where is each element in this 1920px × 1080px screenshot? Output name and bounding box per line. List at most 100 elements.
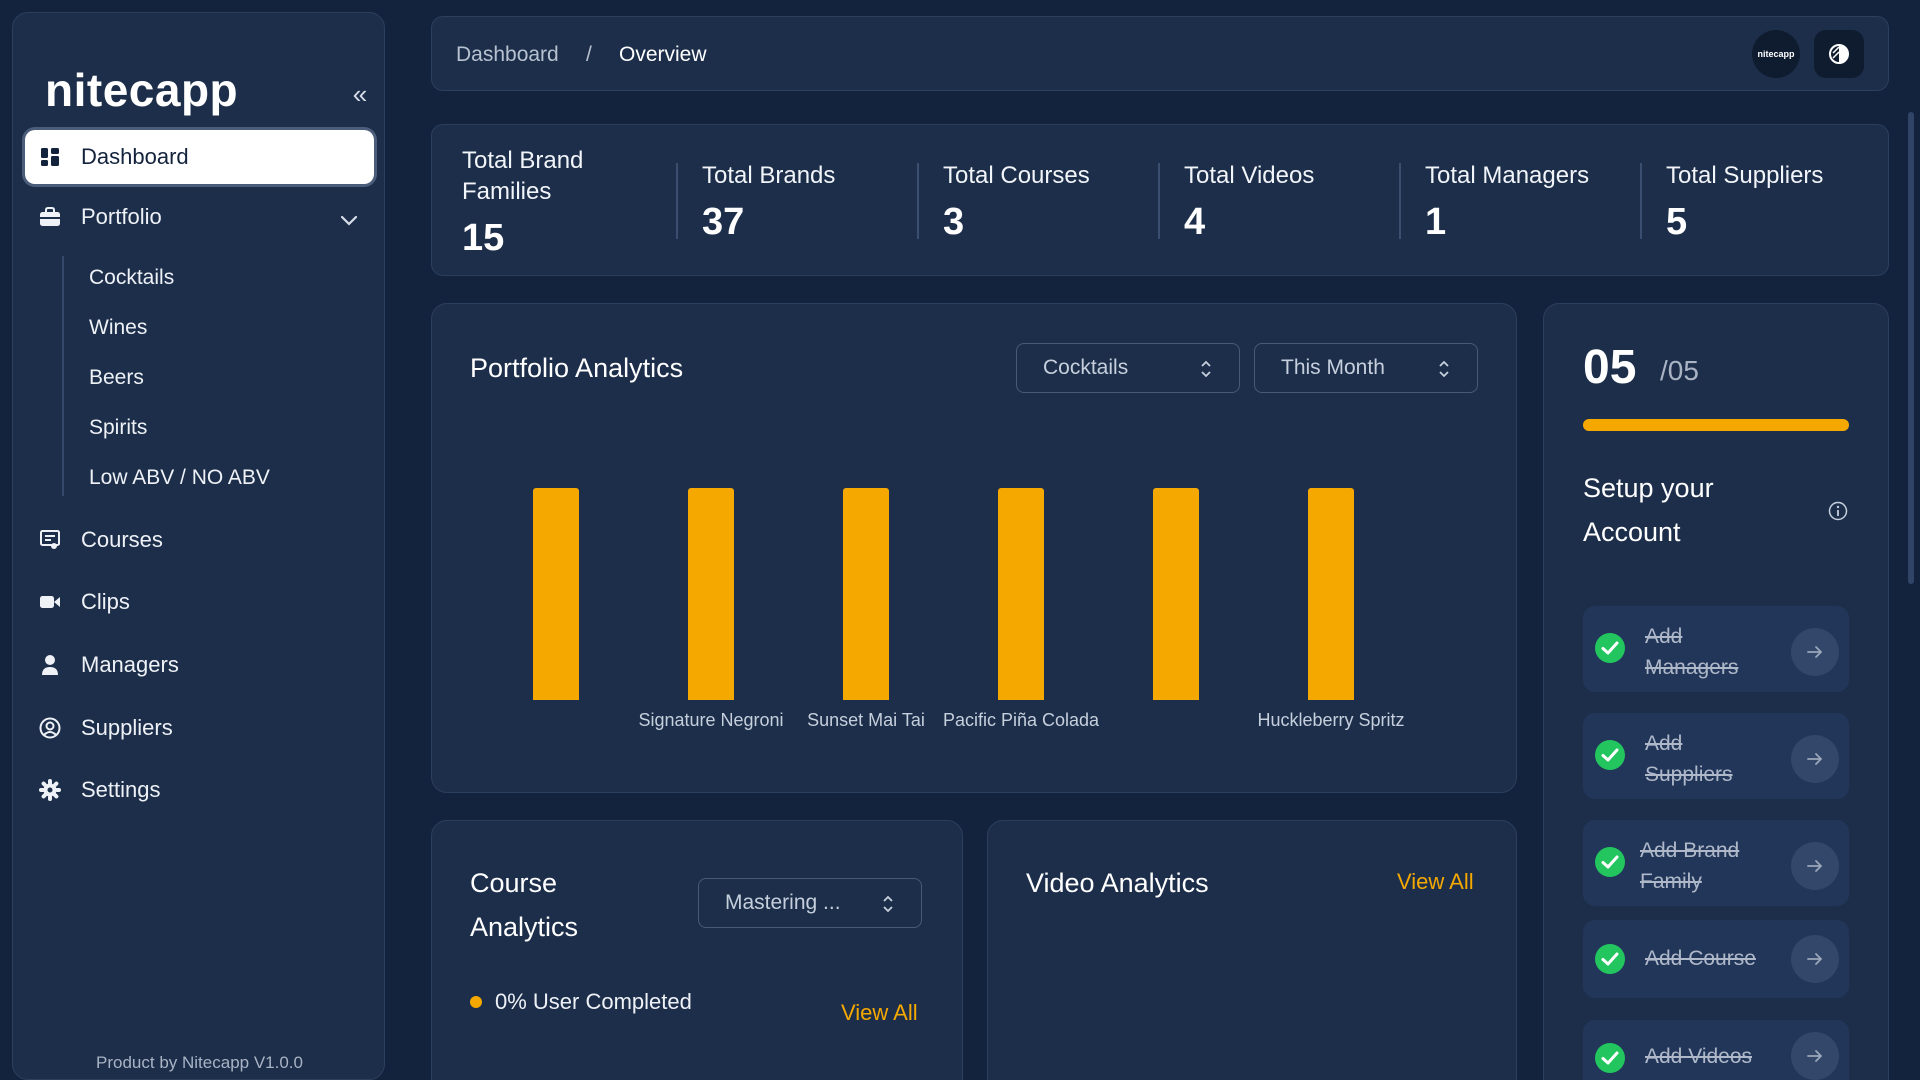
chart-bar[interactable] — [533, 488, 579, 700]
user-icon — [39, 654, 61, 676]
app-logo: nitecapp — [45, 64, 239, 116]
avatar[interactable]: nitecapp — [1752, 30, 1800, 78]
select-value: Cocktails — [1043, 356, 1129, 379]
theme-toggle-button[interactable] — [1814, 30, 1864, 78]
contrast-icon — [1829, 44, 1849, 64]
stat-total-managers: Total Managers 1 — [1395, 125, 1635, 277]
sidebar-item-suppliers[interactable]: Suppliers — [25, 701, 374, 755]
breadcrumb-dashboard[interactable]: Dashboard — [456, 43, 559, 66]
chart-bar-label: Huckleberry Spritz — [1257, 710, 1405, 730]
check-circle-icon — [1595, 1043, 1625, 1073]
submenu-divider — [62, 256, 64, 496]
chart-bar[interactable] — [688, 488, 734, 700]
chart-bar-label: Pacific Piña Colada — [942, 710, 1100, 730]
stat-total-suppliers: Total Suppliers 5 — [1636, 125, 1876, 277]
sidebar-item-clips[interactable]: Clips — [25, 575, 374, 629]
stats-panel: Total Brand Families 15 Total Brands 37 … — [431, 124, 1889, 276]
sidebar-item-label: Clips — [81, 589, 130, 614]
stat-total-videos: Total Videos 4 — [1154, 125, 1394, 277]
video-camera-icon — [39, 591, 61, 613]
setup-item-add-videos[interactable]: Add Videos — [1583, 1020, 1849, 1080]
arrow-right-icon[interactable] — [1791, 842, 1839, 890]
sidebar-item-portfolio[interactable]: Portfolio — [25, 190, 374, 244]
course-legend: 0% User Completed — [470, 989, 692, 1015]
check-circle-icon — [1595, 847, 1625, 877]
user-circle-icon — [39, 717, 61, 739]
sidebar-subitem-cocktails[interactable]: Cocktails — [89, 266, 175, 289]
arrow-right-icon[interactable] — [1791, 935, 1839, 983]
stat-total-brands: Total Brands 37 — [672, 125, 912, 277]
briefcase-icon — [39, 206, 61, 228]
info-icon[interactable] — [1828, 501, 1848, 526]
setup-item-add-brand-family[interactable]: Add Brand Family — [1583, 820, 1849, 906]
courses-icon — [39, 529, 61, 551]
gear-icon — [39, 779, 61, 801]
sidebar-subitem-wines[interactable]: Wines — [89, 316, 148, 339]
stat-value: 1 — [1425, 201, 1447, 243]
sidebar-item-label: Managers — [81, 652, 179, 677]
stat-value: 4 — [1184, 201, 1206, 243]
chart-bar-label: Sunset Mai Tai — [807, 710, 925, 730]
setup-count: 05 — [1583, 341, 1637, 394]
sidebar-subitem-spirits[interactable]: Spirits — [89, 416, 148, 439]
page-scrollbar[interactable] — [1908, 112, 1914, 584]
video-analytics-card: Video Analytics View All — [987, 820, 1517, 1080]
chart-bar[interactable] — [998, 488, 1044, 700]
select-value: This Month — [1281, 356, 1385, 379]
setup-item-label: Add Course — [1645, 947, 1756, 970]
setup-item-add-course[interactable]: Add Course — [1583, 920, 1849, 998]
stat-value: 5 — [1666, 201, 1688, 243]
card-title: Portfolio Analytics — [470, 353, 684, 383]
sidebar-item-managers[interactable]: Managers — [25, 638, 374, 692]
arrow-right-icon[interactable] — [1791, 1032, 1839, 1080]
stat-divider — [1399, 163, 1401, 239]
video-view-all-link[interactable]: View All — [1397, 869, 1474, 894]
sidebar-item-label: Courses — [81, 527, 163, 552]
sidebar-item-dashboard[interactable]: Dashboard — [25, 130, 374, 184]
stat-total-brand-families: Total Brand Families 15 — [432, 125, 672, 277]
check-circle-icon — [1595, 740, 1625, 770]
setup-progress-bar — [1583, 419, 1849, 431]
setup-item-label: Add Suppliers — [1645, 732, 1733, 786]
stat-total-courses: Total Courses 3 — [913, 125, 1153, 277]
chart-bar[interactable] — [843, 488, 889, 700]
stat-value: 37 — [702, 201, 745, 243]
sidebar-item-settings[interactable]: Settings — [25, 763, 374, 817]
stat-label: Total Courses — [943, 162, 1090, 189]
collapse-sidebar-button[interactable]: « — [352, 79, 368, 109]
check-circle-icon — [1595, 944, 1625, 974]
stat-label: Total Managers — [1425, 162, 1590, 189]
setup-item-label: Add Managers — [1645, 625, 1739, 679]
top-bar: Dashboard / Overview nitecapp — [431, 16, 1889, 91]
breadcrumb-overview: Overview — [619, 43, 707, 66]
sidebar-item-label: Settings — [81, 777, 161, 802]
chart-bar[interactable] — [1153, 488, 1199, 700]
portfolio-analytics-card: Portfolio Analytics Cocktails This Month… — [431, 303, 1517, 793]
arrow-right-icon[interactable] — [1791, 628, 1839, 676]
stat-label: Total Brand Families — [462, 147, 584, 205]
arrow-right-icon[interactable] — [1791, 735, 1839, 783]
stat-label: Total Videos — [1184, 162, 1315, 189]
sidebar-subitem-beers[interactable]: Beers — [89, 366, 144, 389]
sidebar-item-courses[interactable]: Courses — [25, 513, 374, 567]
legend-label: 0% User Completed — [495, 989, 692, 1014]
setup-total: /05 — [1660, 355, 1699, 386]
stat-divider — [1158, 163, 1160, 239]
course-view-all-link[interactable]: View All — [841, 1000, 918, 1025]
check-circle-icon — [1595, 633, 1625, 663]
category-select[interactable]: Cocktails — [1016, 343, 1240, 393]
period-select[interactable]: This Month — [1254, 343, 1478, 393]
chart-bar-label: Signature Negroni — [638, 710, 784, 730]
chevron-down-icon[interactable] — [340, 207, 358, 233]
chart-bar[interactable] — [1308, 488, 1354, 700]
setup-item-add-managers[interactable]: Add Managers — [1583, 606, 1849, 692]
setup-item-add-suppliers[interactable]: Add Suppliers — [1583, 713, 1849, 799]
stat-divider — [676, 163, 678, 239]
setup-title: Setup your Account — [1583, 473, 1714, 547]
breadcrumb-separator: / — [586, 43, 592, 66]
sidebar: nitecapp « Dashboard Portfolio Cocktails… — [12, 12, 385, 1080]
sidebar-subitem-low-abv[interactable]: Low ABV / NO ABV — [89, 466, 270, 489]
course-select[interactable]: Mastering ... — [698, 878, 922, 928]
sidebar-item-label: Portfolio — [81, 204, 162, 229]
setup-item-label: Add Brand Family — [1640, 839, 1740, 893]
